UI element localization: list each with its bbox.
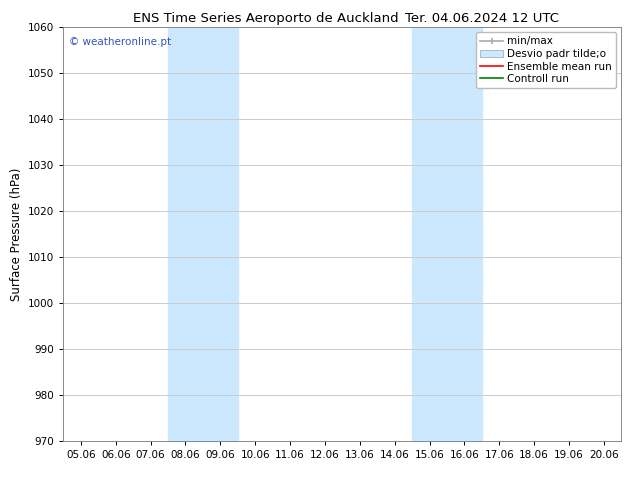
Text: © weatheronline.pt: © weatheronline.pt	[69, 37, 171, 48]
Bar	[412, 27, 482, 441]
Text: ENS Time Series Aeroporto de Auckland: ENS Time Series Aeroporto de Auckland	[134, 12, 399, 25]
Bar	[168, 27, 238, 441]
Text: Ter. 04.06.2024 12 UTC: Ter. 04.06.2024 12 UTC	[405, 12, 559, 25]
Legend: min/max, Desvio padr tilde;o, Ensemble mean run, Controll run: min/max, Desvio padr tilde;o, Ensemble m…	[476, 32, 616, 88]
Y-axis label: Surface Pressure (hPa): Surface Pressure (hPa)	[10, 167, 23, 301]
